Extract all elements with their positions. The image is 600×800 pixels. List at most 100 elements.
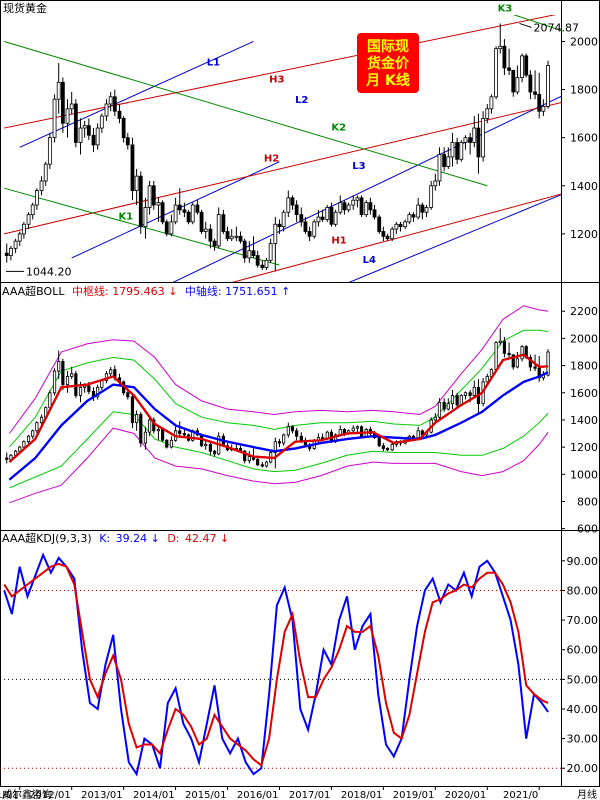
boll-y-tick-label: 1000 [570,468,598,481]
candle [290,425,295,434]
candle [533,70,537,100]
candle [264,257,269,270]
candle [394,221,399,234]
candle [299,207,304,227]
candle [126,390,130,400]
candle [338,195,343,215]
candle [164,219,169,237]
trend-line-h2 [4,102,561,235]
kdj-tick-label: 30.00 [567,733,599,746]
candle [537,356,541,382]
candle [251,448,256,461]
candle [143,426,148,450]
boll-legend-axis-arrow: ↑ [281,285,290,298]
low-label: 1044.20 [26,265,72,278]
candle [511,69,516,97]
candle [186,209,191,225]
candle [121,116,126,143]
candle [325,205,330,222]
candle [390,443,394,452]
candle [494,341,498,372]
candle [208,441,212,456]
candle [294,200,299,222]
candle [281,209,286,232]
candle [47,132,52,169]
trend-label-h1: H1 [331,236,346,247]
kdj-legend-k-value: 39.24 [116,532,148,545]
candle [43,161,48,186]
candle [381,443,385,452]
boll-line-0 [8,353,549,463]
trend-label-k3: K3 [498,3,513,14]
boll-legend: AAA超BOLL 中枢线: 1795.463 ↓ 中轴线: 1751.651 ↑ [2,284,290,298]
trend-label-l3: L3 [352,161,365,172]
candle [212,238,217,251]
boll-title: AAA超BOLL [2,284,65,298]
candle [242,238,247,263]
candle [130,392,135,429]
candle [139,411,143,448]
candle [109,366,113,378]
candle [135,410,139,431]
candle [221,209,226,234]
trend-line-l4 [348,194,561,282]
candle [416,197,421,220]
boll-legend-mid-value: 1795.463 [112,285,165,298]
candle [433,173,438,191]
candle [455,137,460,165]
candle [247,241,252,263]
kdj-y-axis: 20.00 30.00 40.00 50.00 60.00 70.00 80.00 90.00 [561,555,598,775]
candle [446,398,450,411]
footer-source: 威尔鑫咨询 [2,788,52,800]
x-axis-band [0,787,600,800]
kdj-line-d [3,562,549,767]
boll-y-tick-label: 800 [577,495,598,508]
candle [57,350,61,380]
candle [52,94,57,143]
candle [494,46,499,100]
candle [273,217,278,272]
candle [147,180,152,215]
candle [190,202,195,225]
candle [52,368,57,396]
candle [346,202,351,213]
boll-legend-axis-label: 中轴线: [185,284,222,298]
kdj-tick-label: 50.00 [567,673,599,686]
candle [69,91,74,114]
candle [273,437,277,469]
candle [56,63,61,114]
candle [99,113,104,133]
candle [104,99,109,121]
kdj-legend-d-label: D: [167,532,179,545]
candle [177,188,182,215]
main-y-tick-label: 1200 [570,228,598,241]
candle [476,113,481,174]
candle [385,447,390,452]
candle [277,438,282,448]
candle [138,171,143,234]
candle [204,440,208,450]
candle [390,226,395,242]
candle [39,176,44,196]
boll-y-tick-label: 600 [577,523,598,536]
main-y-tick-label: 1400 [570,180,598,193]
boll-y-tick-label: 1800 [570,360,598,373]
candle [459,140,464,162]
candle [546,349,550,377]
candle [148,417,152,437]
x-tick-label: 2016/01 [237,790,279,800]
candle [541,99,546,117]
candle [524,53,529,78]
candle [65,99,70,138]
trend-label-h2: H2 [264,154,279,165]
candle [125,132,130,150]
candle [502,39,507,76]
kdj-tick-label: 80.00 [567,584,599,597]
badge-line-1: 国际现 [367,39,409,55]
candle [489,94,494,114]
window-title: 现货黄金 [3,1,47,15]
candle [21,221,26,239]
trend-line-labels: L1 L2 L3 L4 H1 H2 H3 K1 K2 K3 [118,3,512,265]
candle [112,89,117,117]
